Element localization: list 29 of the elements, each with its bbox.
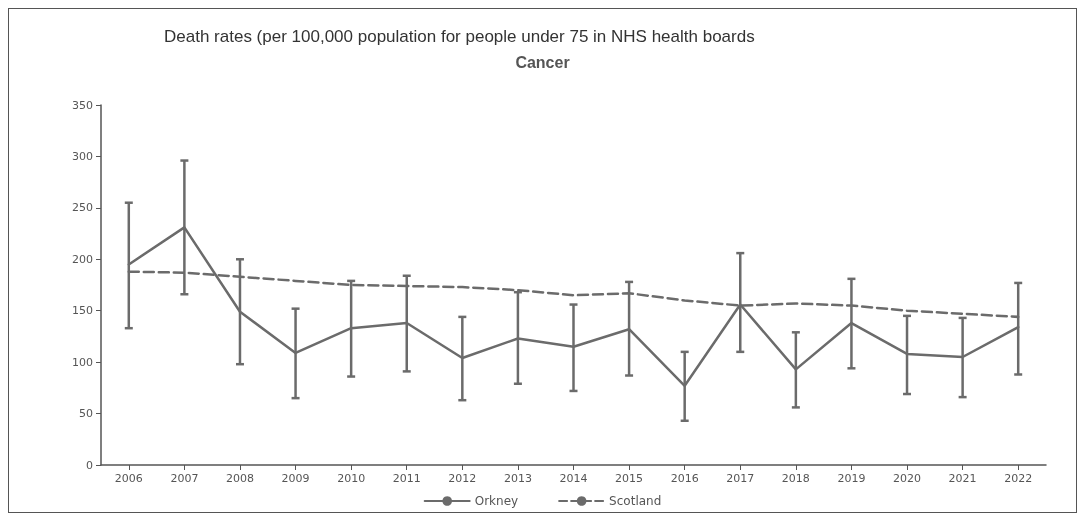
x-tick-label: 2009 xyxy=(281,472,310,485)
x-tick-label: 2012 xyxy=(448,472,477,485)
y-tick-label: 150 xyxy=(72,304,93,318)
x-tick-label: 2020 xyxy=(893,472,922,485)
chart-title: Death rates (per 100,000 population for people under 75 in NHS health boards xyxy=(164,27,755,46)
x-tick-label: 2011 xyxy=(392,472,421,485)
x-tick-label: 2022 xyxy=(1004,472,1033,485)
chart-subtitle: Cancer xyxy=(515,53,570,71)
x-tick-label: 2019 xyxy=(837,472,866,485)
x-tick-label: 2015 xyxy=(615,472,644,485)
x-tick-label: 2018 xyxy=(781,472,810,485)
y-tick-label: 300 xyxy=(72,149,93,163)
x-tick-label: 2021 xyxy=(948,472,977,485)
x-tick-label: 2017 xyxy=(726,472,755,485)
y-tick-label: 350 xyxy=(72,98,93,112)
x-tick-label: 2008 xyxy=(225,472,254,485)
y-tick-label: 100 xyxy=(72,355,93,369)
x-tick-label: 2013 xyxy=(503,472,532,485)
y-tick-label: 0 xyxy=(86,458,93,472)
x-tick-label: 2016 xyxy=(670,472,699,485)
y-tick-label: 200 xyxy=(72,252,93,266)
y-tick-label: 250 xyxy=(72,201,93,215)
y-tick-label: 50 xyxy=(79,407,93,421)
x-tick-label: 2006 xyxy=(114,472,143,485)
x-tick-label: 2014 xyxy=(559,472,588,485)
legend-label: Orkney xyxy=(474,494,519,508)
legend-label: Scotland xyxy=(609,494,662,508)
x-tick-label: 2007 xyxy=(170,472,199,485)
x-tick-label: 2010 xyxy=(337,472,366,485)
